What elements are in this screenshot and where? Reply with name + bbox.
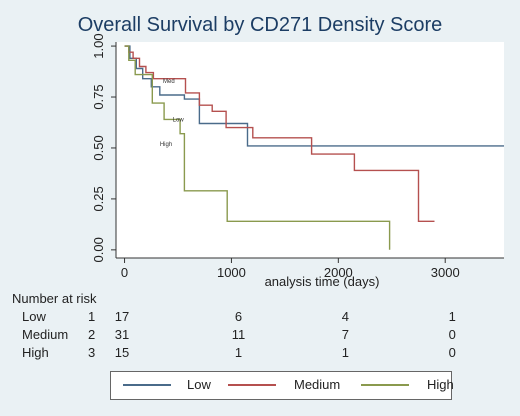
legend-swatch [228,384,276,386]
annotation-low: Low [173,117,185,123]
risk-group-code: 3 [88,345,96,360]
risk-count: 1 [234,345,243,360]
risk-count: 6 [234,309,243,324]
y-tick-label: 0.50 [91,135,106,160]
series-line-medium [124,45,435,222]
legend-swatch [361,384,409,386]
risk-count: 1 [448,309,456,324]
plot-background [116,42,504,258]
risk-group-label: High [22,345,49,360]
legend-label: Low [187,377,211,392]
x-ticks: 0 1000 2000 3000 [121,258,460,280]
y-tick-label: 1.00 [91,33,106,58]
risk-table-title: Number at risk [12,291,97,306]
legend-label: Medium [294,377,341,392]
legend-label: High [427,377,454,392]
legend: Low Medium High [110,371,454,400]
risk-group-code: 1 [88,309,96,324]
y-tick-label: 0.25 [91,186,106,211]
x-tick-label: 3000 [431,265,460,280]
risk-group-label: Medium [22,327,69,342]
x-tick-label: 0 [121,265,128,280]
risk-count: 17 [114,309,130,324]
risk-count: 4 [341,309,349,324]
chart-title: Overall Survival by CD271 Density Score [77,14,443,36]
risk-count: 0 [448,345,456,360]
risk-count: 31 [114,327,130,342]
risk-count: 15 [114,345,130,360]
x-tick-label: 2000 [324,265,353,280]
risk-count: 11 [231,327,246,342]
risk-count: 7 [341,327,349,342]
y-tick-label: 0.00 [91,237,106,262]
annotation-med: Med [163,79,175,85]
x-tick-label: 1000 [217,265,246,280]
risk-group-label: Low [22,309,46,324]
series-group [124,45,504,250]
y-ticks: 0.00 0.25 0.50 0.75 1.00 [91,33,116,263]
x-axis-title: analysis time (days) [265,274,380,289]
annotations: Med Low High [160,79,185,148]
risk-count: 1 [341,345,349,360]
risk-count: 0 [448,327,456,342]
risk-group-code: 2 [88,327,96,342]
y-tick-label: 0.75 [91,84,106,109]
series-line-high [124,45,391,250]
annotation-high: High [160,142,172,148]
legend-swatch [123,384,171,386]
